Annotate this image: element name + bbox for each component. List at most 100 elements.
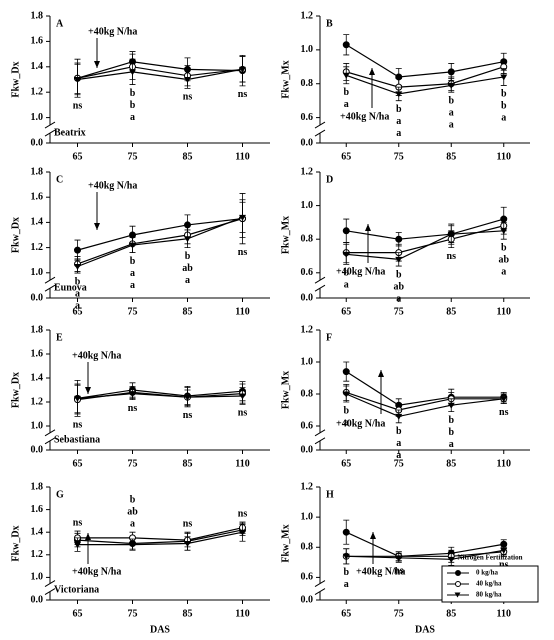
x-tick-label: 85 xyxy=(183,151,193,162)
legend-marker xyxy=(455,570,461,576)
y-axis-label: Fkw_Dx xyxy=(10,372,21,408)
marker xyxy=(74,264,81,270)
x-tick-label: 110 xyxy=(235,151,249,162)
y-tick-label: 1.4 xyxy=(31,372,44,383)
x-tick-label: 85 xyxy=(446,458,456,469)
marker xyxy=(447,556,455,563)
x-tick-label: 110 xyxy=(235,458,249,469)
marker xyxy=(342,251,350,258)
marker xyxy=(395,235,403,243)
y-tick-label: 0.0 xyxy=(31,444,44,455)
significance-letter: a xyxy=(344,417,349,428)
marker xyxy=(184,394,191,401)
significance-letter: ab xyxy=(498,254,509,265)
axis xyxy=(49,172,270,299)
significance-letter: a xyxy=(449,439,454,450)
marker xyxy=(74,395,81,402)
x-tick-label: 110 xyxy=(497,458,511,469)
marker xyxy=(129,69,136,76)
cultivar-label: Eunova xyxy=(54,282,87,293)
x-tick-label: 85 xyxy=(446,608,456,619)
significance-letter: a xyxy=(344,280,349,291)
significance-letter: b xyxy=(501,89,507,100)
marker xyxy=(342,368,350,376)
x-tick-label: 75 xyxy=(128,151,138,162)
significance-letter: ns xyxy=(447,251,457,262)
significance-letter: ns xyxy=(73,420,83,431)
significance-letter: ab xyxy=(393,281,404,292)
marker xyxy=(342,391,350,398)
significance-letter: ns xyxy=(238,247,248,258)
x-axis-label: DAS xyxy=(150,624,170,635)
marker xyxy=(129,542,136,549)
legend-label: 80 kg/ha xyxy=(476,591,502,599)
significance-letter: ns xyxy=(183,410,193,421)
significance-letter: a xyxy=(344,99,349,110)
significance-letter: ns xyxy=(73,517,83,528)
marker xyxy=(447,231,455,238)
x-tick-label: 110 xyxy=(235,608,249,619)
significance-letter: a xyxy=(396,293,401,304)
y-tick-label: 1.4 xyxy=(31,217,44,228)
panel-label: H xyxy=(326,489,334,500)
x-tick-label: 85 xyxy=(183,306,193,317)
y-tick-label: 1.6 xyxy=(31,191,44,202)
x-tick-label: 65 xyxy=(73,608,83,619)
axis-break xyxy=(314,580,326,595)
significance-letter: b xyxy=(396,104,402,115)
legend-label: 0 kg/ha xyxy=(476,569,498,577)
panel-label: F xyxy=(326,332,332,343)
y-axis-label: Fkw_Mx xyxy=(280,216,291,254)
marker xyxy=(500,74,508,81)
y-tick-label: 0.0 xyxy=(31,137,44,148)
y-axis-label: Fkw_Dx xyxy=(10,217,21,253)
y-tick-label: 1.6 xyxy=(31,348,44,359)
y-axis-label: Fkw_Mx xyxy=(280,60,291,98)
marker xyxy=(74,77,81,83)
y-tick-label: 1.8 xyxy=(31,324,44,335)
significance-letter: b xyxy=(501,101,507,112)
panel-label: E xyxy=(56,332,63,343)
marker xyxy=(447,82,455,89)
significance-letter: ns xyxy=(499,560,509,571)
significance-letter: ns xyxy=(238,508,248,519)
significance-letter: a xyxy=(396,116,401,127)
significance-letter: a xyxy=(396,438,401,449)
arrow-head xyxy=(369,68,375,75)
axis-break xyxy=(44,580,56,595)
y-tick-label: 0.0 xyxy=(31,292,44,303)
y-tick-label: 1.0 xyxy=(301,356,314,367)
series-line xyxy=(77,389,243,399)
marker xyxy=(395,91,403,98)
cultivar-label: Sebastiana xyxy=(54,434,100,445)
y-tick-label: 0.6 xyxy=(301,420,314,431)
y-tick-label: 1.2 xyxy=(301,481,314,492)
marker xyxy=(239,529,246,536)
x-tick-label: 85 xyxy=(446,151,456,162)
y-tick-label: 1.2 xyxy=(301,166,314,177)
y-tick-label: 1.2 xyxy=(31,396,44,407)
significance-letter: ns xyxy=(183,518,193,529)
x-tick-label: 65 xyxy=(341,608,351,619)
y-tick-label: 1.2 xyxy=(301,324,314,335)
significance-letter: a xyxy=(501,113,506,124)
y-tick-label: 1.0 xyxy=(301,44,314,55)
series-line xyxy=(346,218,504,240)
arrow-head xyxy=(85,387,91,394)
series-line xyxy=(346,74,504,95)
x-tick-label: 85 xyxy=(183,458,193,469)
significance-letter: ab xyxy=(182,263,193,274)
marker xyxy=(74,542,81,549)
x-tick-label: 85 xyxy=(183,608,193,619)
series-line xyxy=(77,529,243,545)
series-line xyxy=(77,61,243,79)
axis xyxy=(49,330,270,451)
significance-letter: a xyxy=(185,275,190,286)
significance-letter: ns xyxy=(128,403,138,414)
axis xyxy=(319,172,530,299)
annotation: +40kg N/ha xyxy=(356,566,405,577)
y-tick-label: 1.2 xyxy=(31,549,44,560)
significance-letter: b xyxy=(448,415,454,426)
significance-letter: a xyxy=(130,280,135,291)
significance-letter: a xyxy=(130,268,135,279)
